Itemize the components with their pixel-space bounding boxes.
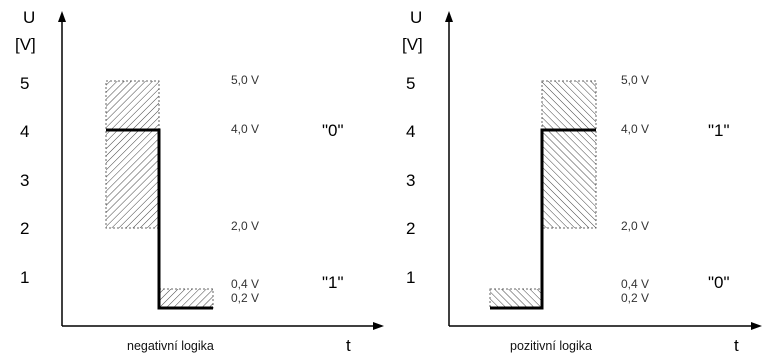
label-0-2v: 0,2 V: [621, 291, 649, 305]
tick-1: 1: [20, 268, 29, 287]
logic-low-label: "0": [708, 273, 730, 292]
label-5v: 5,0 V: [621, 73, 649, 87]
x-axis-arrow: [373, 322, 384, 330]
panel-positive-logic: U [V] 5 4 3 2 1 5,0 V 4,0 V 2,0 V 0,4 V …: [402, 8, 762, 355]
tick-1: 1: [406, 268, 415, 287]
low-tolerance-band: [489, 288, 543, 309]
tick-4: 4: [406, 122, 415, 141]
logic-high-label: "0": [322, 121, 344, 140]
y-axis-arrow: [445, 11, 453, 22]
logic-low-label: "1": [322, 273, 344, 292]
logic-high-label: "1": [708, 121, 730, 140]
axis-unit-top: U: [410, 8, 422, 27]
time-axis-label: t: [734, 336, 739, 355]
panel-caption: negativní logika: [127, 339, 214, 353]
high-tolerance-band: [105, 80, 160, 229]
panel-caption: pozitivní logika: [510, 339, 592, 353]
label-2v: 2,0 V: [231, 219, 259, 233]
label-0-4v: 0,4 V: [231, 277, 259, 291]
tick-5: 5: [406, 74, 415, 93]
tick-2: 2: [406, 219, 415, 238]
label-0-2v: 0,2 V: [231, 291, 259, 305]
axis-unit-bottom: [V]: [15, 35, 36, 54]
tick-5: 5: [20, 74, 29, 93]
label-4v: 4,0 V: [621, 122, 649, 136]
tick-4: 4: [20, 122, 29, 141]
axis-unit-bottom: [V]: [402, 35, 423, 54]
time-axis-label: t: [346, 336, 351, 355]
axis-unit-top: U: [23, 8, 35, 27]
low-tolerance-band: [158, 288, 214, 309]
label-0-4v: 0,4 V: [621, 277, 649, 291]
signal-line: [106, 128, 213, 310]
panel-negative-logic: U [V] 5 4 3 2 1 5,0 V 4,0 V 2,0 V 0,4 V …: [15, 8, 384, 355]
tick-2: 2: [20, 219, 29, 238]
label-2v: 2,0 V: [621, 219, 649, 233]
x-axis-arrow: [751, 322, 762, 330]
y-axis-arrow: [58, 11, 66, 22]
label-5v: 5,0 V: [231, 73, 259, 87]
high-tolerance-band: [541, 80, 597, 229]
tick-3: 3: [406, 171, 415, 190]
label-4v: 4,0 V: [231, 122, 259, 136]
signal-line: [490, 128, 596, 310]
tick-3: 3: [20, 171, 29, 190]
